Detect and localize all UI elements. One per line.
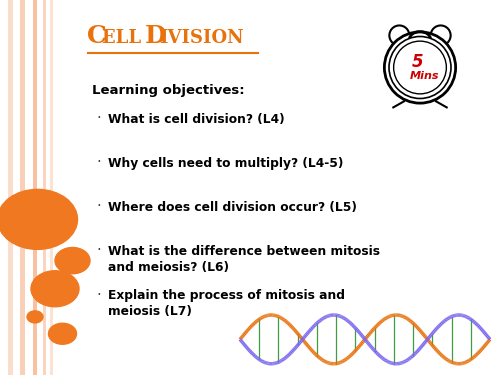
Text: D: D <box>145 24 167 48</box>
Text: ·: · <box>96 288 101 303</box>
Text: Mins: Mins <box>410 71 440 81</box>
Text: ·: · <box>96 243 101 258</box>
Text: What is cell division? (L4): What is cell division? (L4) <box>108 112 284 126</box>
Text: 5: 5 <box>412 53 424 71</box>
Text: ·: · <box>96 155 101 170</box>
Bar <box>42 0 45 375</box>
Text: Why cells need to multiply? (L4-5): Why cells need to multiply? (L4-5) <box>108 157 343 170</box>
Text: Learning objectives:: Learning objectives: <box>92 84 245 98</box>
Text: ·: · <box>96 111 101 126</box>
Ellipse shape <box>430 26 450 45</box>
Circle shape <box>27 311 43 323</box>
Bar <box>32 0 36 375</box>
Ellipse shape <box>390 26 409 45</box>
Bar <box>20 0 25 375</box>
Ellipse shape <box>394 41 446 94</box>
Bar <box>8 0 12 375</box>
Bar <box>50 0 52 375</box>
Text: ·: · <box>96 199 101 214</box>
Circle shape <box>0 189 78 249</box>
Circle shape <box>55 248 90 274</box>
Circle shape <box>31 271 79 307</box>
Text: IVISION: IVISION <box>159 29 244 47</box>
Ellipse shape <box>384 32 456 103</box>
Ellipse shape <box>389 36 451 99</box>
Text: C: C <box>88 24 108 48</box>
Text: ELL: ELL <box>102 29 147 47</box>
Text: What is the difference between mitosis
and meiosis? (L6): What is the difference between mitosis a… <box>108 245 380 274</box>
Text: Where does cell division occur? (L5): Where does cell division occur? (L5) <box>108 201 356 214</box>
Circle shape <box>48 323 76 344</box>
Text: Explain the process of mitosis and
meiosis (L7): Explain the process of mitosis and meios… <box>108 290 344 318</box>
